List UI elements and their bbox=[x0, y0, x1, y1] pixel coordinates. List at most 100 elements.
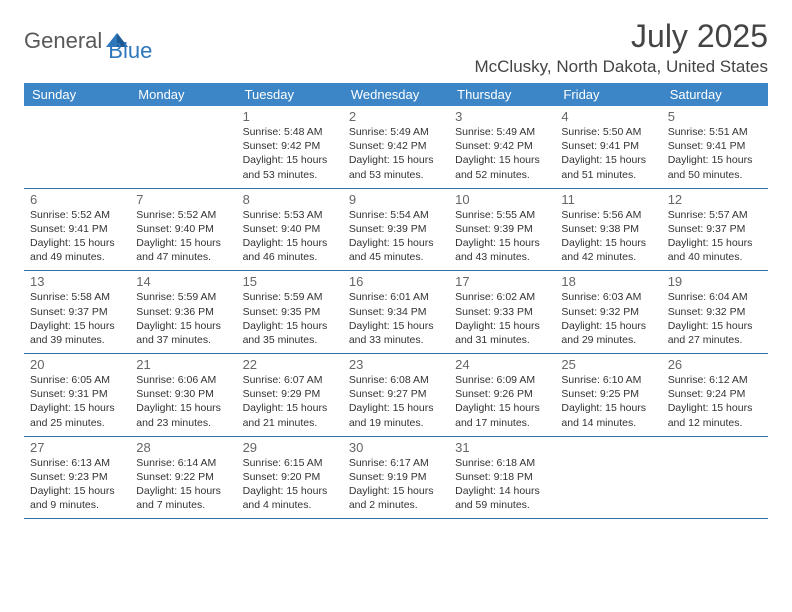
calendar-day-cell: 5Sunrise: 5:51 AMSunset: 9:41 PMDaylight… bbox=[662, 106, 768, 188]
day-details: Sunrise: 5:48 AMSunset: 9:42 PMDaylight:… bbox=[243, 125, 337, 182]
calendar-header-cell: Tuesday bbox=[237, 83, 343, 106]
day-number: 25 bbox=[561, 357, 655, 372]
day-number: 7 bbox=[136, 192, 230, 207]
header-right: July 2025 McClusky, North Dakota, United… bbox=[474, 18, 768, 77]
calendar-day-cell: 23Sunrise: 6:08 AMSunset: 9:27 PMDayligh… bbox=[343, 354, 449, 436]
day-details: Sunrise: 5:49 AMSunset: 9:42 PMDaylight:… bbox=[349, 125, 443, 182]
day-details: Sunrise: 6:01 AMSunset: 9:34 PMDaylight:… bbox=[349, 290, 443, 347]
month-title: July 2025 bbox=[474, 18, 768, 55]
day-number: 28 bbox=[136, 440, 230, 455]
day-details: Sunrise: 6:03 AMSunset: 9:32 PMDaylight:… bbox=[561, 290, 655, 347]
calendar-day-cell: 12Sunrise: 5:57 AMSunset: 9:37 PMDayligh… bbox=[662, 189, 768, 271]
day-details: Sunrise: 5:57 AMSunset: 9:37 PMDaylight:… bbox=[668, 208, 762, 265]
day-number: 11 bbox=[561, 192, 655, 207]
calendar-day-cell: 18Sunrise: 6:03 AMSunset: 9:32 PMDayligh… bbox=[555, 271, 661, 353]
calendar-week-row: 6Sunrise: 5:52 AMSunset: 9:41 PMDaylight… bbox=[24, 189, 768, 272]
day-number: 6 bbox=[30, 192, 124, 207]
day-number: 30 bbox=[349, 440, 443, 455]
day-details: Sunrise: 5:54 AMSunset: 9:39 PMDaylight:… bbox=[349, 208, 443, 265]
day-number: 16 bbox=[349, 274, 443, 289]
day-details: Sunrise: 5:58 AMSunset: 9:37 PMDaylight:… bbox=[30, 290, 124, 347]
day-details: Sunrise: 5:51 AMSunset: 9:41 PMDaylight:… bbox=[668, 125, 762, 182]
day-details: Sunrise: 6:14 AMSunset: 9:22 PMDaylight:… bbox=[136, 456, 230, 513]
day-number: 22 bbox=[243, 357, 337, 372]
calendar-week-row: 20Sunrise: 6:05 AMSunset: 9:31 PMDayligh… bbox=[24, 354, 768, 437]
calendar-week-row: 1Sunrise: 5:48 AMSunset: 9:42 PMDaylight… bbox=[24, 106, 768, 189]
calendar-day-cell: 31Sunrise: 6:18 AMSunset: 9:18 PMDayligh… bbox=[449, 437, 555, 519]
day-number: 15 bbox=[243, 274, 337, 289]
day-details: Sunrise: 6:17 AMSunset: 9:19 PMDaylight:… bbox=[349, 456, 443, 513]
day-number: 19 bbox=[668, 274, 762, 289]
calendar-day-cell: 6Sunrise: 5:52 AMSunset: 9:41 PMDaylight… bbox=[24, 189, 130, 271]
calendar-day-cell: 2Sunrise: 5:49 AMSunset: 9:42 PMDaylight… bbox=[343, 106, 449, 188]
day-number: 27 bbox=[30, 440, 124, 455]
day-details: Sunrise: 6:05 AMSunset: 9:31 PMDaylight:… bbox=[30, 373, 124, 430]
calendar-day-cell: 19Sunrise: 6:04 AMSunset: 9:32 PMDayligh… bbox=[662, 271, 768, 353]
day-details: Sunrise: 6:07 AMSunset: 9:29 PMDaylight:… bbox=[243, 373, 337, 430]
day-details: Sunrise: 6:13 AMSunset: 9:23 PMDaylight:… bbox=[30, 456, 124, 513]
day-number: 24 bbox=[455, 357, 549, 372]
day-number: 5 bbox=[668, 109, 762, 124]
day-details: Sunrise: 5:49 AMSunset: 9:42 PMDaylight:… bbox=[455, 125, 549, 182]
calendar-day-cell: 1Sunrise: 5:48 AMSunset: 9:42 PMDaylight… bbox=[237, 106, 343, 188]
logo: General Blue bbox=[24, 18, 152, 64]
day-details: Sunrise: 6:12 AMSunset: 9:24 PMDaylight:… bbox=[668, 373, 762, 430]
calendar-day-cell: 10Sunrise: 5:55 AMSunset: 9:39 PMDayligh… bbox=[449, 189, 555, 271]
day-number: 14 bbox=[136, 274, 230, 289]
calendar-day-cell bbox=[662, 437, 768, 519]
day-details: Sunrise: 5:59 AMSunset: 9:36 PMDaylight:… bbox=[136, 290, 230, 347]
location-text: McClusky, North Dakota, United States bbox=[474, 57, 768, 77]
calendar-day-cell: 3Sunrise: 5:49 AMSunset: 9:42 PMDaylight… bbox=[449, 106, 555, 188]
day-details: Sunrise: 6:10 AMSunset: 9:25 PMDaylight:… bbox=[561, 373, 655, 430]
page-header: General Blue July 2025 McClusky, North D… bbox=[24, 18, 768, 77]
calendar-header-cell: Sunday bbox=[24, 83, 130, 106]
day-details: Sunrise: 6:08 AMSunset: 9:27 PMDaylight:… bbox=[349, 373, 443, 430]
day-details: Sunrise: 5:50 AMSunset: 9:41 PMDaylight:… bbox=[561, 125, 655, 182]
calendar-day-cell: 30Sunrise: 6:17 AMSunset: 9:19 PMDayligh… bbox=[343, 437, 449, 519]
day-details: Sunrise: 6:06 AMSunset: 9:30 PMDaylight:… bbox=[136, 373, 230, 430]
calendar-header-cell: Monday bbox=[130, 83, 236, 106]
day-details: Sunrise: 6:18 AMSunset: 9:18 PMDaylight:… bbox=[455, 456, 549, 513]
day-number: 31 bbox=[455, 440, 549, 455]
calendar-body: 1Sunrise: 5:48 AMSunset: 9:42 PMDaylight… bbox=[24, 106, 768, 519]
calendar-header-cell: Saturday bbox=[662, 83, 768, 106]
calendar-day-cell: 20Sunrise: 6:05 AMSunset: 9:31 PMDayligh… bbox=[24, 354, 130, 436]
calendar-day-cell: 22Sunrise: 6:07 AMSunset: 9:29 PMDayligh… bbox=[237, 354, 343, 436]
logo-text-general: General bbox=[24, 28, 102, 54]
day-number: 18 bbox=[561, 274, 655, 289]
day-number: 8 bbox=[243, 192, 337, 207]
day-number: 26 bbox=[668, 357, 762, 372]
calendar-day-cell: 9Sunrise: 5:54 AMSunset: 9:39 PMDaylight… bbox=[343, 189, 449, 271]
calendar-day-cell: 14Sunrise: 5:59 AMSunset: 9:36 PMDayligh… bbox=[130, 271, 236, 353]
day-number: 9 bbox=[349, 192, 443, 207]
day-details: Sunrise: 5:59 AMSunset: 9:35 PMDaylight:… bbox=[243, 290, 337, 347]
day-number: 12 bbox=[668, 192, 762, 207]
calendar-day-cell bbox=[555, 437, 661, 519]
day-number: 17 bbox=[455, 274, 549, 289]
calendar-day-cell: 27Sunrise: 6:13 AMSunset: 9:23 PMDayligh… bbox=[24, 437, 130, 519]
day-number: 3 bbox=[455, 109, 549, 124]
day-number: 13 bbox=[30, 274, 124, 289]
calendar-day-cell: 24Sunrise: 6:09 AMSunset: 9:26 PMDayligh… bbox=[449, 354, 555, 436]
calendar-day-cell: 13Sunrise: 5:58 AMSunset: 9:37 PMDayligh… bbox=[24, 271, 130, 353]
day-details: Sunrise: 5:55 AMSunset: 9:39 PMDaylight:… bbox=[455, 208, 549, 265]
calendar-day-cell: 16Sunrise: 6:01 AMSunset: 9:34 PMDayligh… bbox=[343, 271, 449, 353]
day-number: 2 bbox=[349, 109, 443, 124]
calendar-day-cell: 15Sunrise: 5:59 AMSunset: 9:35 PMDayligh… bbox=[237, 271, 343, 353]
calendar-day-cell: 8Sunrise: 5:53 AMSunset: 9:40 PMDaylight… bbox=[237, 189, 343, 271]
calendar-header-cell: Wednesday bbox=[343, 83, 449, 106]
calendar-day-cell: 4Sunrise: 5:50 AMSunset: 9:41 PMDaylight… bbox=[555, 106, 661, 188]
day-details: Sunrise: 5:56 AMSunset: 9:38 PMDaylight:… bbox=[561, 208, 655, 265]
day-details: Sunrise: 6:09 AMSunset: 9:26 PMDaylight:… bbox=[455, 373, 549, 430]
day-number: 21 bbox=[136, 357, 230, 372]
day-number: 20 bbox=[30, 357, 124, 372]
calendar-day-cell bbox=[24, 106, 130, 188]
day-details: Sunrise: 5:53 AMSunset: 9:40 PMDaylight:… bbox=[243, 208, 337, 265]
day-details: Sunrise: 5:52 AMSunset: 9:40 PMDaylight:… bbox=[136, 208, 230, 265]
calendar-day-cell: 25Sunrise: 6:10 AMSunset: 9:25 PMDayligh… bbox=[555, 354, 661, 436]
day-details: Sunrise: 6:04 AMSunset: 9:32 PMDaylight:… bbox=[668, 290, 762, 347]
calendar-header-cell: Thursday bbox=[449, 83, 555, 106]
day-number: 1 bbox=[243, 109, 337, 124]
calendar-day-cell: 17Sunrise: 6:02 AMSunset: 9:33 PMDayligh… bbox=[449, 271, 555, 353]
calendar-day-cell: 29Sunrise: 6:15 AMSunset: 9:20 PMDayligh… bbox=[237, 437, 343, 519]
